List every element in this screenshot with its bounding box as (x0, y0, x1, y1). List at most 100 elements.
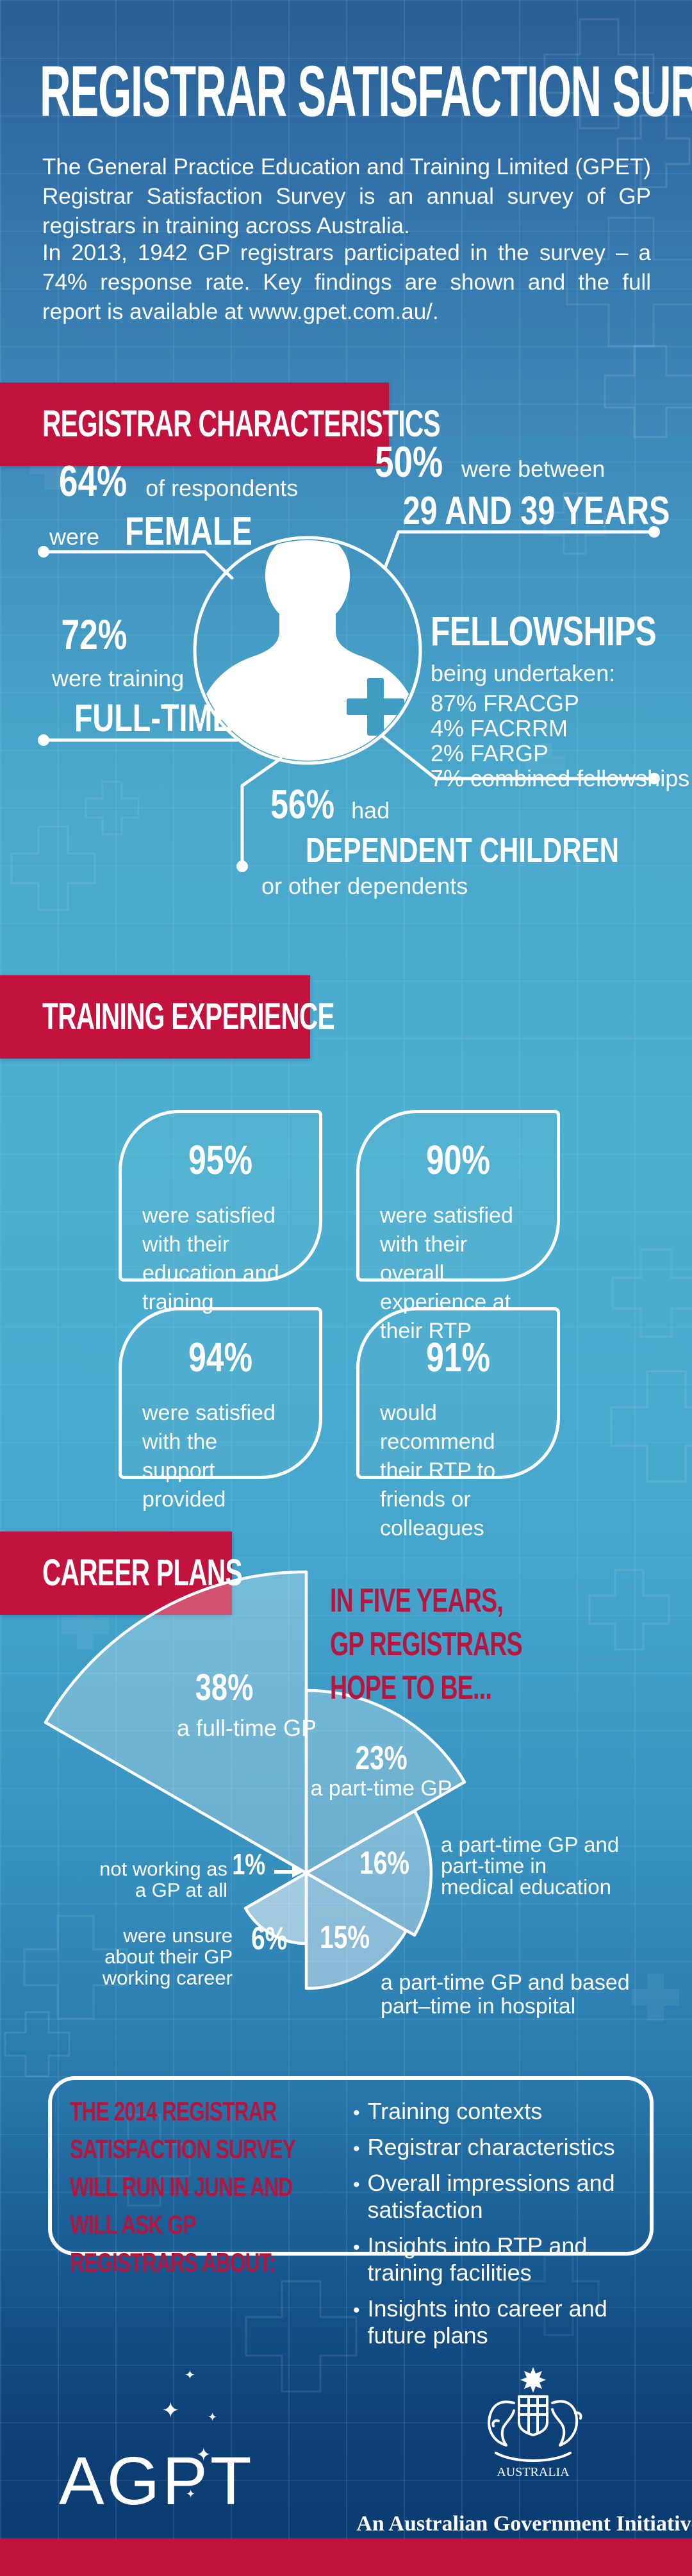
slice-pct-1: 1% (232, 1847, 265, 1881)
survey-2014-heading-line: WILL RUN IN JUNE AND (70, 2172, 293, 2202)
connector-dot (648, 526, 660, 538)
stat-age-pct: 50% (374, 438, 443, 486)
survey-2014-heading-line: WILL ASK GP (70, 2209, 196, 2240)
slice-label-1: not working as a GP at all (99, 1858, 227, 1901)
training-box-pct: 95% (188, 1137, 252, 1183)
agpt-logo: AGPT (59, 2443, 254, 2519)
fellowships-item: 87% FRACGP (431, 690, 580, 716)
southern-cross-star-icon: ✦ (208, 2411, 218, 2423)
fellowships-sub: being undertaken: (431, 660, 616, 686)
banner-label: REGISTRAR CHARACTERISTICS (42, 403, 441, 445)
training-box-1: 95% were satisfied with their education … (119, 1110, 322, 1314)
footer-red-strip (0, 2539, 692, 2576)
survey-2014-heading-line: THE 2014 REGISTRAR (70, 2096, 277, 2126)
intro-paragraph-1: The General Practice Education and Train… (42, 154, 651, 238)
slice-label-23: a part-time GP (310, 1776, 452, 1801)
stat-age-t1: were between (461, 456, 606, 482)
connector-dot (38, 734, 49, 746)
slice-15-hospital (304, 1871, 408, 1990)
slice-6-unsure (243, 1871, 308, 1945)
bullet-label: Insights into career and future plans (367, 2295, 607, 2349)
medical-plus-icon (347, 678, 404, 736)
southern-cross-star-icon: ✦ (185, 2368, 195, 2382)
stat-fulltime-t1: were training (52, 665, 185, 691)
career-heading-line: IN FIVE YEARS, (330, 1582, 504, 1619)
training-box-4: 91% would recommend their RTP to friends… (356, 1307, 560, 1540)
stat-age: 50% were between 29 AND 39 YEARS of age (365, 437, 692, 557)
survey-2014-heading-line: SATISFACTION SURVEY (70, 2134, 296, 2164)
bullet-item: • Overall impressions and satisfaction (353, 2170, 650, 2224)
bullet-label: Training contexts (367, 2098, 543, 2124)
stat-fulltime-t2: FULL-TIME (74, 697, 233, 739)
fellowships-item: 4% FACRRM (431, 715, 568, 741)
avatar-circle (193, 536, 422, 765)
slice-label-38: a full-time GP (176, 1715, 317, 1741)
training-box-text: would recommend their RTP to friends or … (380, 1401, 496, 1540)
page-title: REGISTRAR SATISFACTION SURVEY (40, 50, 692, 133)
stat-female-t3: FEMALE (125, 509, 252, 554)
training-box-pct: 94% (188, 1334, 252, 1380)
section-banner-registrar-characteristics: REGISTRAR CHARACTERISTICS (0, 383, 441, 466)
bullet-item: • Training contexts (353, 2098, 650, 2125)
survey-2014-heading: THE 2014 REGISTRAR SATISFACTION SURVEY W… (70, 2095, 371, 2284)
bullet-item: • Insights into career and future plans (353, 2295, 650, 2349)
survey-2014-heading-line: REGISTRARS ABOUT: (70, 2247, 276, 2277)
connector-dot (648, 773, 660, 784)
slice-23-part-time-gp (304, 1688, 466, 1875)
southern-cross-star-icon: ✦ (161, 2398, 180, 2423)
stat-dependents-pct: 56% (270, 781, 335, 827)
career-fan-chart (44, 1570, 466, 1990)
stat-dependents-t1: had (351, 797, 390, 823)
fellowships-item: 2% FARGP (431, 740, 549, 766)
bullet-item: • Insights into RTP and training faciliti… (353, 2233, 650, 2286)
slice-pct-6: 6% (251, 1920, 288, 1956)
stat-female-t2: were (49, 524, 100, 550)
slice-pct-38: 38% (195, 1667, 254, 1708)
slice-label-15: a part-time GP and based part–time in ho… (381, 1970, 630, 2019)
training-box-2: 90% were satisfied with their overall ex… (356, 1110, 560, 1343)
southern-cross-star-icon: ✦ (196, 2445, 211, 2465)
bullet-icon: • (353, 2237, 360, 2258)
training-box-3: 94% were satisfied with the support prov… (119, 1307, 322, 1512)
bullet-icon: • (353, 2102, 360, 2124)
bullet-item: • Registrar characteristics (353, 2134, 650, 2161)
crest-banner-label: AUSTRALIA (497, 2465, 570, 2479)
one-percent-arrow (274, 1866, 304, 1878)
stat-female-pct: 64% (58, 457, 128, 506)
characteristics-diagram (38, 526, 660, 872)
southern-cross-star-icon: ✦ (186, 2488, 196, 2500)
stat-fulltime: 72% were training FULL-TIME (52, 610, 255, 740)
slice-pct-16: 16% (359, 1845, 410, 1881)
connector-fellowships (380, 734, 656, 780)
slice-pct-23: 23% (355, 1740, 408, 1777)
connector-dependents (240, 757, 283, 868)
connector-age (383, 530, 656, 570)
bullet-icon: • (353, 2300, 360, 2321)
australian-coat-of-arms-icon: AUSTRALIA (488, 2367, 582, 2479)
stat-fellowships: FELLOWSHIPS being undertaken: 87% FRACGP… (431, 607, 692, 791)
survey-2014-box: THE 2014 REGISTRAR SATISFACTION SURVEY W… (48, 2076, 654, 2349)
training-box-pct: 91% (426, 1334, 490, 1380)
slice-38-full-time-gp (44, 1570, 308, 1875)
banner-label: TRAINING EXPERIENCE (42, 996, 335, 1037)
survey-2014-bullet-list: • Training contexts • Registrar characteri… (353, 2098, 650, 2358)
stat-female-t1: of respondents (145, 475, 299, 501)
fellowships-title: FELLOWSHIPS (431, 608, 657, 654)
connector-dot (236, 861, 248, 872)
slice-label-6: were unsure about their GP working caree… (102, 1924, 233, 1989)
stat-dependents-t2: DEPENDENT CHILDREN (305, 831, 620, 870)
bullet-icon: • (353, 2138, 360, 2159)
connector-dot (38, 546, 49, 557)
stat-dependents-t3: or other dependents (261, 873, 468, 899)
bullet-icon: • (353, 2174, 360, 2195)
stat-dependents: 56% had DEPENDENT CHILDREN or other depe… (261, 780, 663, 900)
career-heading-line: HOPE TO BE... (330, 1669, 492, 1706)
slice-pct-15: 15% (319, 1919, 370, 1955)
doctor-avatar-icon (197, 540, 418, 761)
intro-paragraph-2: In 2013, 1942 GP registrars participated… (42, 240, 651, 324)
bullet-label: Insights into RTP and training facilitie… (367, 2233, 588, 2286)
stethoscope-icon (410, 642, 418, 734)
stat-fulltime-pct: 72% (61, 611, 128, 658)
training-box-text: were satisfied with the support provided (142, 1401, 276, 1512)
